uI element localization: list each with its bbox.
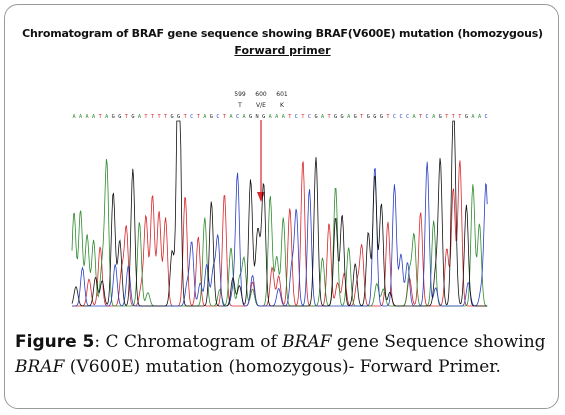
base-call: G xyxy=(465,114,468,120)
caption-gene-2: BRAF xyxy=(15,357,65,377)
position-number-599: 599 xyxy=(234,91,246,98)
base-call: A xyxy=(105,114,109,120)
base-call: A xyxy=(471,114,475,120)
caption-text-1: : C Chromatogram of xyxy=(94,332,283,352)
base-call: A xyxy=(86,114,90,120)
base-call: T xyxy=(452,114,455,120)
base-call: T xyxy=(288,114,291,120)
base-call: T xyxy=(360,114,363,120)
base-call: T xyxy=(125,114,128,120)
base-call: G xyxy=(112,114,115,120)
base-call: C xyxy=(295,114,298,120)
base-call: T xyxy=(164,114,167,120)
base-call: T xyxy=(151,114,154,120)
trace-a xyxy=(71,158,488,307)
position-residue-600: V/E xyxy=(256,102,266,109)
base-call: A xyxy=(269,114,273,120)
base-call: C xyxy=(399,114,402,120)
base-call: A xyxy=(79,114,83,120)
base-call: C xyxy=(190,114,193,120)
base-call: A xyxy=(347,114,351,120)
base-call: G xyxy=(210,114,213,120)
base-call: A xyxy=(432,114,436,120)
caption-text-2: gene Sequence showing xyxy=(331,332,546,352)
base-call: G xyxy=(439,114,442,120)
trace-t xyxy=(72,160,488,307)
base-call: T xyxy=(458,114,461,120)
position-residue-601: K xyxy=(280,102,285,109)
base-call: A xyxy=(229,114,233,120)
mutation-arrow-head xyxy=(257,192,265,202)
base-call: T xyxy=(99,114,102,120)
base-call: G xyxy=(354,114,357,120)
base-call: G xyxy=(262,114,265,120)
caption-label: Figure 5 xyxy=(15,332,95,352)
base-call: T xyxy=(157,114,160,120)
base-call: T xyxy=(223,114,226,120)
trace-g xyxy=(71,120,488,307)
base-call: G xyxy=(341,114,344,120)
base-call: A xyxy=(478,114,482,120)
base-call: G xyxy=(367,114,370,120)
base-call: A xyxy=(138,114,142,120)
base-call: G xyxy=(177,114,180,120)
base-call: T xyxy=(184,114,187,120)
base-call: G xyxy=(373,114,376,120)
base-call: A xyxy=(282,114,286,120)
base-call: G xyxy=(334,114,337,120)
base-call: C xyxy=(406,114,409,120)
base-call: A xyxy=(72,114,76,120)
position-residue-599: T xyxy=(237,102,242,109)
base-call: G xyxy=(314,114,317,120)
base-call: C xyxy=(426,114,429,120)
base-call: A xyxy=(242,114,246,120)
base-call: A xyxy=(413,114,417,120)
caption-text-3: (V600E) mutation (homozygous)- Forward P… xyxy=(64,357,501,377)
figure-title: Chromatogram of BRAF gene sequence showi… xyxy=(22,27,543,40)
base-call: T xyxy=(327,114,330,120)
base-call: G xyxy=(171,114,174,120)
trace-c xyxy=(72,161,488,307)
base-call: A xyxy=(92,114,96,120)
figure-subtitle: Forward primer xyxy=(234,44,331,57)
base-call: G xyxy=(249,114,252,120)
base-call: N xyxy=(256,114,259,120)
base-call: C xyxy=(393,114,396,120)
chromatogram-traces xyxy=(71,120,488,307)
base-call: T xyxy=(197,114,200,120)
base-call: A xyxy=(275,114,279,120)
base-call: T xyxy=(301,114,304,120)
base-call: A xyxy=(321,114,325,120)
base-call: G xyxy=(118,114,121,120)
base-call: C xyxy=(236,114,239,120)
base-call: T xyxy=(419,114,422,120)
figure-caption: Figure 5: C Chromatogram of BRAF gene Se… xyxy=(15,330,555,380)
base-call: G xyxy=(380,114,383,120)
base-call: T xyxy=(386,114,389,120)
caption-gene-1: BRAF xyxy=(282,332,332,352)
base-call: C xyxy=(484,114,487,120)
base-call: T xyxy=(445,114,448,120)
position-number-601: 601 xyxy=(276,91,288,98)
base-call: C xyxy=(308,114,311,120)
base-call: G xyxy=(131,114,134,120)
position-number-600: 600 xyxy=(255,91,267,98)
base-call: C xyxy=(216,114,219,120)
base-call: T xyxy=(144,114,147,120)
base-call: A xyxy=(203,114,207,120)
